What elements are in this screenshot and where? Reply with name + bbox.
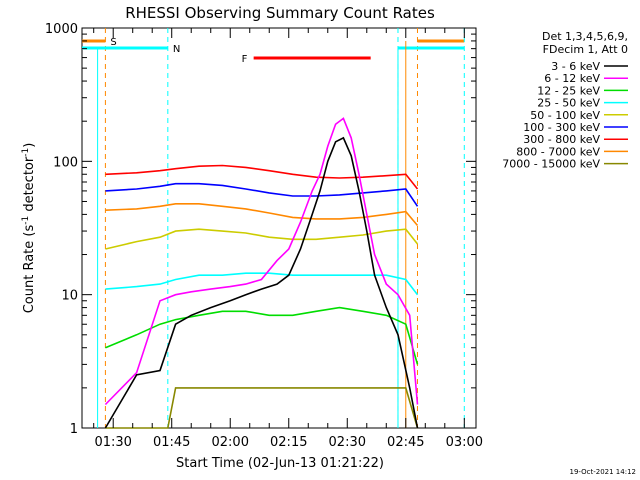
legend-entry-label: 800 - 7000 keV <box>516 145 600 158</box>
legend-entry-label: 300 - 800 keV <box>523 133 600 146</box>
series-line-0 <box>104 136 419 429</box>
series-layer <box>104 117 419 429</box>
x-tick-label: 01:45 <box>153 435 190 450</box>
y-tick-label: 1 <box>70 422 78 437</box>
x-tick-label: 01:30 <box>94 435 131 450</box>
y-axis-label-end: ) <box>22 143 37 148</box>
legend-entry-label: 3 - 6 keV <box>551 60 600 73</box>
legend-entry-label: 7000 - 15000 keV <box>502 158 600 171</box>
saa-flag-label: S <box>110 37 116 48</box>
y-tick-label: 100 <box>53 155 78 170</box>
footer-timestamp: 19-Oct-2021 14:12 <box>570 468 636 476</box>
series-line-6 <box>105 164 419 190</box>
y-tick-label: 10 <box>61 289 78 304</box>
x-tick-label: 03:00 <box>446 435 483 450</box>
legend-entry-label: 100 - 300 keV <box>523 121 600 134</box>
x-tick-label: 02:15 <box>270 435 307 450</box>
plot-frame <box>81 27 477 429</box>
observation-flags-layer: S N F <box>82 28 465 428</box>
series-line-1 <box>104 117 419 406</box>
y-axis-label: Count Rate (s-1 detector-1) <box>21 143 37 314</box>
legend: Det 1,3,4,5,6,9, FDecim 1, Att 0 3 - 6 k… <box>502 30 628 171</box>
y-axis-label-sup2: -1 <box>21 148 31 157</box>
series-line-3 <box>105 272 419 296</box>
x-axis-label: Start Time (02-Jun-13 01:21:22) <box>176 456 384 471</box>
chart-title: RHESSI Observing Summary Count Rates <box>125 4 435 22</box>
series-line-8 <box>105 387 419 429</box>
legend-entry-label: 6 - 12 keV <box>544 72 600 85</box>
legend-entry-label: 25 - 50 keV <box>537 97 600 110</box>
legend-header-line-2: FDecim 1, Att 0 <box>543 43 628 56</box>
axes-layer: 01:30 01:45 02:00 02:15 02:30 02:45 03:00 1 10 10… <box>45 22 483 450</box>
legend-entry-label: 12 - 25 keV <box>537 84 600 97</box>
legend-header-line-1: Det 1,3,4,5,6,9, <box>542 30 628 43</box>
x-tick-label: 02:00 <box>212 435 249 450</box>
flare-flag-label: F <box>242 54 248 65</box>
series-line-7 <box>105 203 419 227</box>
night-flag-label: N <box>173 44 180 55</box>
x-tick-label: 02:30 <box>329 435 366 450</box>
y-axis-label-sup1: -1 <box>21 216 31 225</box>
series-line-5 <box>105 182 419 207</box>
series-line-4 <box>105 228 419 250</box>
y-axis-label-main: Count Rate (s <box>22 225 37 314</box>
y-axis-label-mid: detector <box>22 156 37 216</box>
legend-entry-label: 50 - 100 keV <box>530 109 600 122</box>
series-line-2 <box>105 306 419 365</box>
y-tick-label: 1000 <box>45 22 78 37</box>
x-tick-label: 02:45 <box>387 435 424 450</box>
